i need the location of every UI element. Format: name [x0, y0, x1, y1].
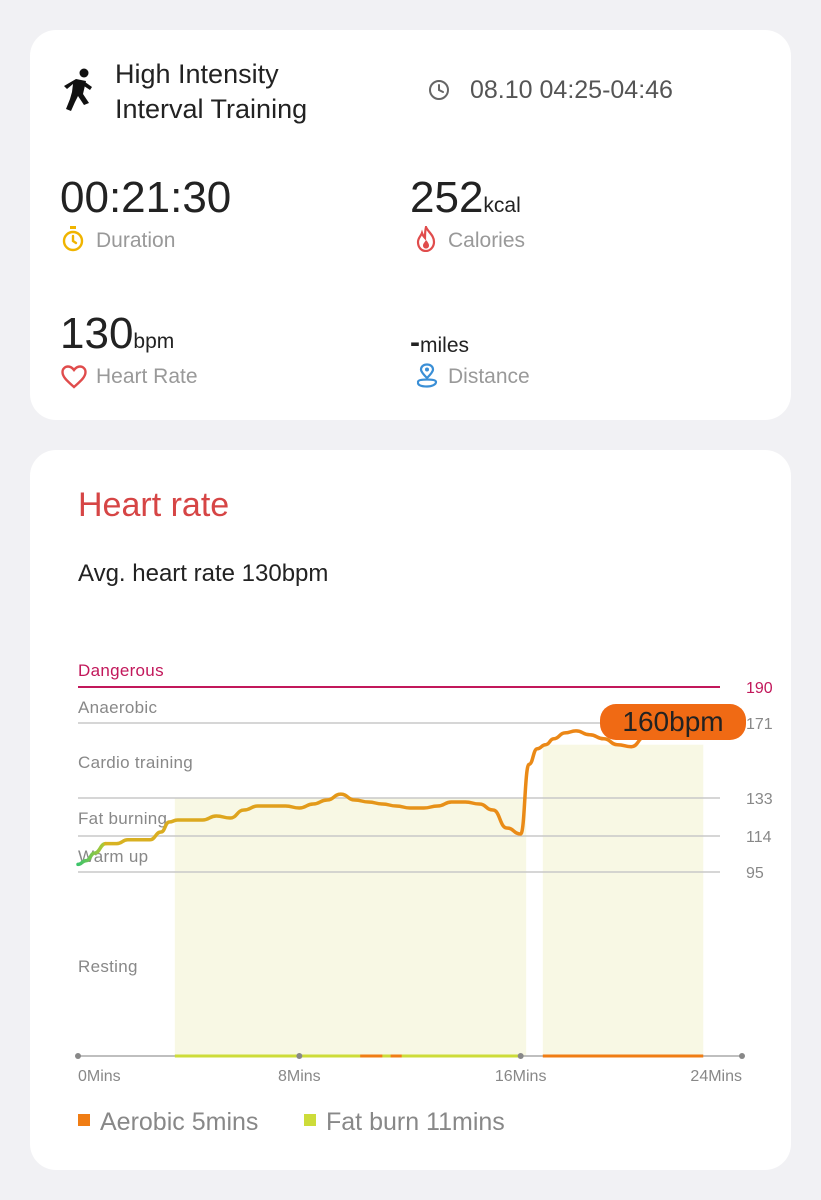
flame-icon — [415, 223, 437, 253]
calories-metric: 252kcal — [410, 173, 521, 223]
zone-label-resting: Resting — [78, 957, 138, 976]
aerobic-legend-swatch — [78, 1114, 90, 1126]
duration-value: 00:21:30 — [60, 173, 232, 222]
zone-label-dangerous: Dangerous — [78, 661, 164, 680]
zone-label-cardio-training: Cardio training — [78, 753, 193, 772]
workout-title: High Intensity Interval Training — [115, 57, 307, 127]
fat-burn-legend-label: Fat burn 11mins — [326, 1108, 505, 1136]
heart-rate-label: Heart Rate — [96, 365, 198, 388]
stopwatch-icon — [61, 226, 85, 252]
heart-rate-section-title: Heart rate — [78, 486, 230, 524]
distance-label: Distance — [448, 365, 530, 388]
y-tick-label: 114 — [746, 829, 772, 846]
y-tick-label: 133 — [746, 791, 773, 808]
x-tick-label: 8Mins — [278, 1068, 321, 1085]
y-tick-label: 171 — [746, 716, 773, 733]
heart-rate-value: 130 — [60, 309, 134, 358]
clock-icon — [428, 79, 450, 101]
heart-rate-line — [103, 711, 703, 846]
aerobic-zone-fill — [542, 744, 704, 1056]
fat-burn-zone-fill — [174, 798, 527, 1056]
distance-metric: -miles — [410, 326, 469, 360]
distance-unit: miles — [420, 334, 470, 357]
workout-datetime: 08.10 04:25-04:46 — [470, 76, 673, 104]
heart-rate-line-warmup — [76, 841, 108, 867]
heart-rate-chart: Dangerous Anaerobic Cardio training Fat bur… — [75, 661, 773, 1085]
duration-label: Duration — [96, 229, 176, 252]
y-tick-label: 95 — [746, 865, 764, 882]
heart-rate-unit: bpm — [133, 330, 175, 353]
heart-rate-card: Heart rate Avg. heart rate 130bpm Danger… — [30, 450, 791, 1170]
average-heart-rate: Avg. heart rate 130bpm — [78, 560, 329, 587]
x-tick-dot — [517, 1053, 524, 1059]
heart-icon — [61, 365, 87, 389]
distance-value: - — [410, 326, 420, 359]
zone-label-fat-burning: Fat burning — [78, 809, 167, 828]
calories-label: Calories — [448, 229, 526, 252]
x-tick-label: 16Mins — [495, 1068, 547, 1085]
heart-rate-metric: 130bpm — [60, 309, 174, 359]
x-tick-label: 0Mins — [78, 1068, 121, 1085]
calories-unit: kcal — [483, 194, 521, 217]
x-tick-dot — [739, 1053, 745, 1059]
peak-heart-rate-bubble: 160bpm — [600, 704, 746, 740]
zone-label-warm-up: Warm up — [78, 847, 148, 866]
workout-title-line-2: Interval Training — [115, 94, 308, 124]
location-pin-icon — [415, 363, 439, 389]
fat-burn-legend-swatch — [304, 1114, 316, 1126]
x-tick-dot — [75, 1053, 81, 1059]
workout-summary-card: High Intensity Interval Training 08.10 0… — [30, 30, 791, 420]
workout-title-line-1: High Intensity — [115, 59, 279, 89]
calories-value: 252 — [410, 173, 484, 222]
x-tick-label: 24Mins — [690, 1068, 742, 1085]
aerobic-legend-label: Aerobic 5mins — [100, 1108, 259, 1136]
y-tick-label: 190 — [746, 680, 773, 697]
running-figure-icon — [63, 68, 95, 112]
zone-label-anaerobic: Anaerobic — [78, 698, 157, 717]
x-tick-dot — [296, 1053, 303, 1059]
legend: Aerobic 5mins Fat burn 11mins — [78, 1106, 678, 1146]
